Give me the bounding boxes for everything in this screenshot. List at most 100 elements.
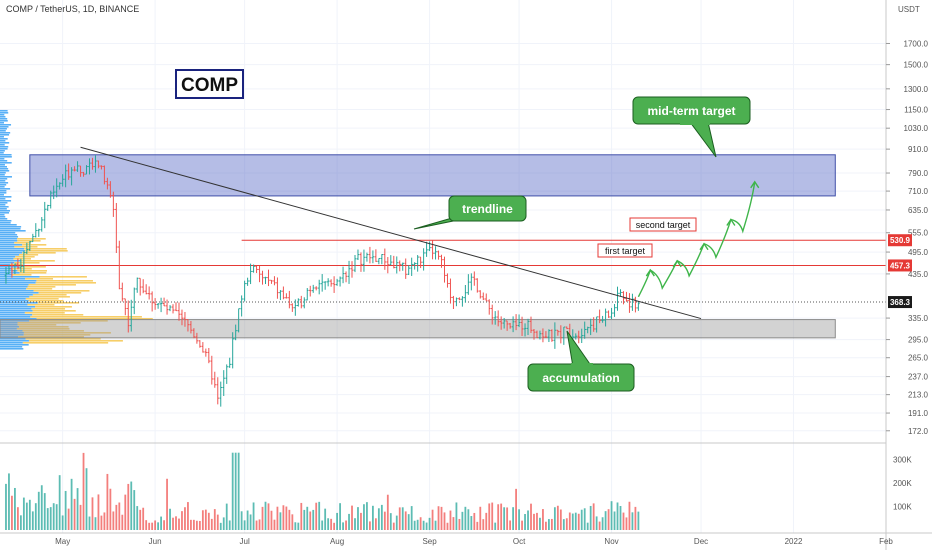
volume-bar [354,518,356,530]
volume-profile-bar [0,124,12,126]
volume-profile-bar [0,232,16,234]
volume-bar [410,506,413,530]
volume-bar [398,507,401,530]
volume-profile-bar [11,274,32,276]
volume-bar [213,509,216,530]
volume-bar [512,507,515,530]
volume-bar [559,509,562,530]
volume-bar [73,498,76,530]
time-axis[interactable]: May Jun Jul Aug Sep Oct Nov Dec 2022 Feb [55,537,893,546]
volume-bar [43,493,46,530]
volume-profile-bar [0,126,9,128]
volume-bar [461,511,464,530]
volume-bar [291,514,294,530]
volume-profile-bar [0,116,6,118]
volume-bar [31,511,34,530]
volume-profile-bar [15,256,35,258]
volume-bar [571,513,574,530]
volume-profile-bar [0,204,6,206]
volume-profile-bar [0,260,22,262]
price-tick-label: 635.0 [908,206,929,215]
volume-bar [509,520,512,530]
volume-bar [255,520,258,530]
volume-profile-bar [0,276,40,278]
volume-bar [40,485,43,530]
volume-profile-bar [24,312,65,314]
volume-bar [351,505,353,530]
volume-bar [231,452,234,530]
volume-bar [261,506,264,530]
volume-bar [374,518,377,530]
volume-profile-bar [0,212,10,214]
price-tick-label: 910.0 [908,145,929,154]
volume-bar [446,522,449,530]
projection-path [637,180,760,298]
price-axis[interactable]: 1700.0 1500.0 1300.0 1150.0 1030.0 910.0 790.0… [886,39,929,436]
volume-profile-bar [0,288,27,290]
volume-profile-bar [0,306,36,308]
volume-bar [556,505,559,530]
volume-profile-bar [39,276,87,278]
volume-bar [190,519,192,530]
volume-bar [52,503,55,530]
volume-bar [127,483,130,530]
volume-bar [207,512,210,530]
volume-bar [425,522,428,530]
volume-bar [195,520,198,530]
volume-bar [234,452,237,530]
volume-bar [22,497,25,530]
volume-profile-bar [0,168,9,170]
volume-bar [545,521,547,530]
volume-bar [407,514,410,530]
volume-bar [103,512,106,530]
label-second-target-text: second target [636,220,691,230]
volume-bar [383,511,386,530]
volume-bar [503,507,506,530]
volume-bar [49,507,52,530]
volume-bar [219,522,222,530]
volume-profile-bar [25,338,101,340]
volume-bar [82,452,85,530]
volume-profile-bar [17,324,57,326]
volume-bar [357,507,359,530]
volume-profile-bar [19,266,46,268]
candles [4,155,640,407]
price-labels: 530.9 457.3 368.3 [888,234,912,309]
volume-profile-bar [0,200,12,202]
volume-profile-bar [0,272,20,274]
volume-bar [142,507,145,530]
volume-bar [634,506,637,530]
volume-profile-bar [0,176,12,178]
volume-bar [28,499,31,530]
zones [0,154,836,339]
projection-arrowhead [672,259,682,268]
volume-profile-bar [0,264,11,266]
volume-profile-bar [0,262,15,264]
callout-mid-term-target: mid-term target [632,96,751,158]
volume-bar [527,510,529,530]
volume-bar [97,494,100,530]
volume-profile-bar [0,280,37,282]
volume-bar [112,511,115,530]
price-tick-label: 435.0 [908,270,929,279]
projection-arrowhead [645,268,655,277]
volume-bar [67,508,70,530]
volume-bar [500,503,503,530]
volume-profile-bar [0,286,28,288]
volume-profile-bar [25,278,54,280]
volume-bar [121,514,124,530]
price-tick-label: 213.0 [908,391,929,400]
volume-bar [404,511,407,530]
label-first-target-text: first target [605,246,646,256]
volume-bar [491,502,494,530]
volume-bar [228,520,231,530]
volume-bar [619,506,622,530]
volume-bar [494,522,497,530]
volume-bar [321,520,324,530]
volume-profile-bar [0,216,6,218]
volume-bar [178,518,180,530]
volume-profile-bar [29,320,108,322]
volume-profile [0,110,153,350]
zone-accumulation [0,319,836,339]
